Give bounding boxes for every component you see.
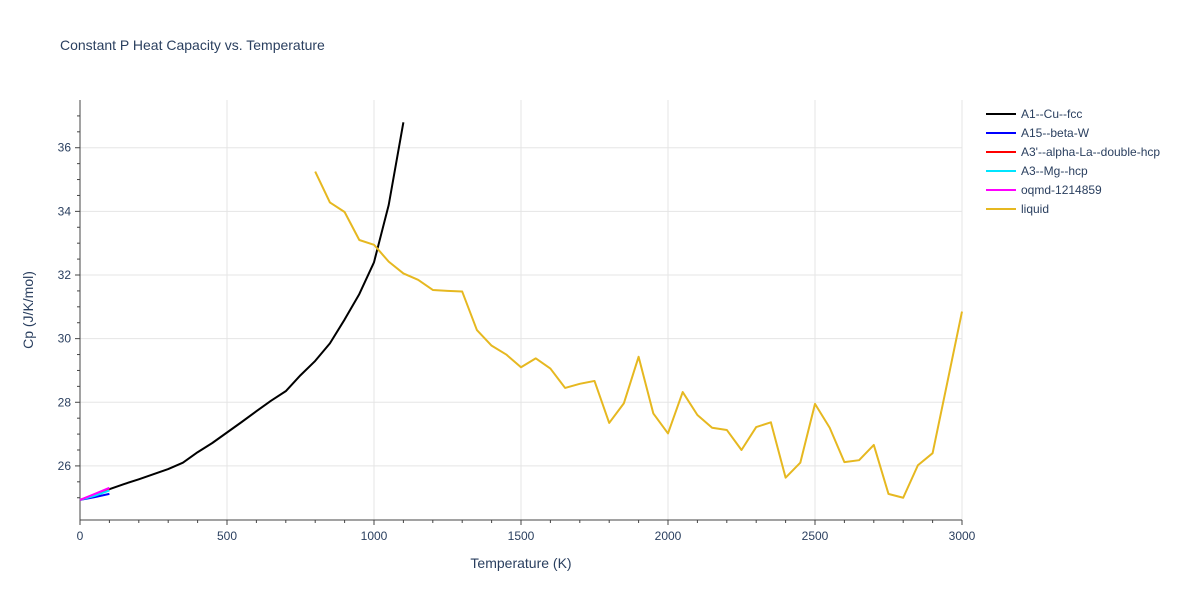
x-axis-ticks: 0 500 1000 1500 2000 2500 3000 bbox=[77, 529, 976, 543]
legend-item[interactable]: A15--beta-W bbox=[986, 126, 1090, 140]
y-tick-label: 28 bbox=[58, 395, 72, 409]
x-tick-label: 2500 bbox=[802, 529, 829, 543]
x-tick-label: 500 bbox=[217, 529, 237, 543]
y-tick-label: 36 bbox=[58, 141, 72, 155]
plot-area bbox=[79, 122, 963, 501]
legend-item[interactable]: liquid bbox=[986, 202, 1049, 216]
x-tick-label: 1500 bbox=[508, 529, 535, 543]
series-line-liquid bbox=[314, 171, 963, 499]
legend-label: A1--Cu--fcc bbox=[1021, 107, 1082, 121]
y-tick-label: 32 bbox=[58, 268, 72, 282]
x-tick-label: 1000 bbox=[361, 529, 388, 543]
y-tick-label: 30 bbox=[58, 332, 72, 346]
y-tick-label: 26 bbox=[58, 459, 72, 473]
x-tick-label: 2000 bbox=[655, 529, 682, 543]
legend-label: A15--beta-W bbox=[1021, 126, 1090, 140]
x-tick-label: 0 bbox=[77, 529, 84, 543]
grid bbox=[80, 100, 963, 520]
axes bbox=[75, 100, 963, 525]
x-axis-label: Temperature (K) bbox=[470, 555, 571, 571]
y-tick-label: 34 bbox=[58, 204, 72, 218]
legend[interactable]: A1--Cu--fcc A15--beta-W A3'--alpha-La--dou… bbox=[986, 107, 1160, 216]
legend-label: liquid bbox=[1021, 202, 1049, 216]
legend-label: A3--Mg--hcp bbox=[1021, 164, 1088, 178]
legend-item[interactable]: A1--Cu--fcc bbox=[986, 107, 1082, 121]
legend-label: oqmd-1214859 bbox=[1021, 183, 1102, 197]
x-tick-label: 3000 bbox=[949, 529, 976, 543]
legend-label: A3'--alpha-La--double-hcp bbox=[1021, 145, 1160, 159]
legend-item[interactable]: A3--Mg--hcp bbox=[986, 164, 1088, 178]
y-axis-ticks: 26 28 30 32 34 36 bbox=[58, 141, 72, 473]
legend-item[interactable]: A3'--alpha-La--double-hcp bbox=[986, 145, 1160, 159]
y-axis-label: Cp (J/K/mol) bbox=[20, 271, 36, 349]
legend-item[interactable]: oqmd-1214859 bbox=[986, 183, 1102, 197]
chart-title: Constant P Heat Capacity vs. Temperature bbox=[60, 37, 325, 53]
series-line-oqmd-1214859 bbox=[79, 486, 110, 501]
series-line-a1-cu-fcc bbox=[79, 122, 405, 501]
